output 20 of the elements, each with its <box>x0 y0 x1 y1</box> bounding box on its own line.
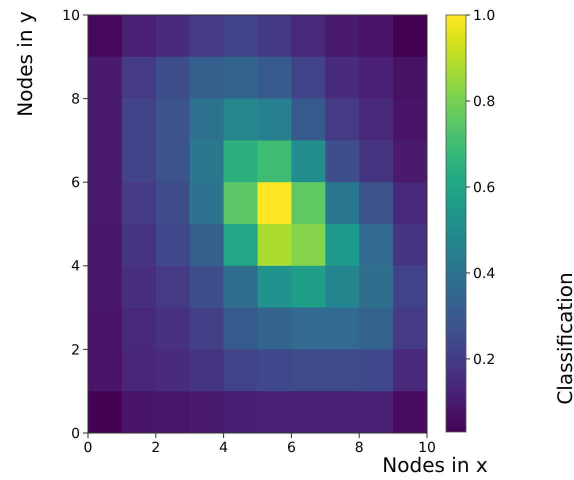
y-tick-label: 8 <box>71 92 80 108</box>
y-tick-label: 0 <box>71 426 80 442</box>
x-tick-label: 10 <box>418 440 436 456</box>
x-tick-label: 0 <box>84 440 92 456</box>
y-tick-label: 10 <box>62 8 80 24</box>
color-bar-label: 0.6 <box>473 180 496 196</box>
x-tick-label: 4 <box>219 440 228 456</box>
y-tick-label: 2 <box>71 342 80 358</box>
x-tick-label: 8 <box>354 440 364 456</box>
x-tick-label: 6 <box>286 440 296 456</box>
y-tick-label: 6 <box>71 175 80 192</box>
y-tick-label: 4 <box>71 258 80 275</box>
color-bar-title: Classification <box>553 272 574 405</box>
color-bar-label: 1.0 <box>473 8 496 24</box>
color-bar-label: 0.4 <box>473 266 496 282</box>
y-axis-title: Nodes in y <box>13 11 37 117</box>
x-tick-label: 2 <box>151 440 160 456</box>
color-bar-label: 0.8 <box>473 94 496 110</box>
x-axis-title: Nodes in x <box>382 453 488 477</box>
color-bar-label: 0.2 <box>473 352 496 368</box>
